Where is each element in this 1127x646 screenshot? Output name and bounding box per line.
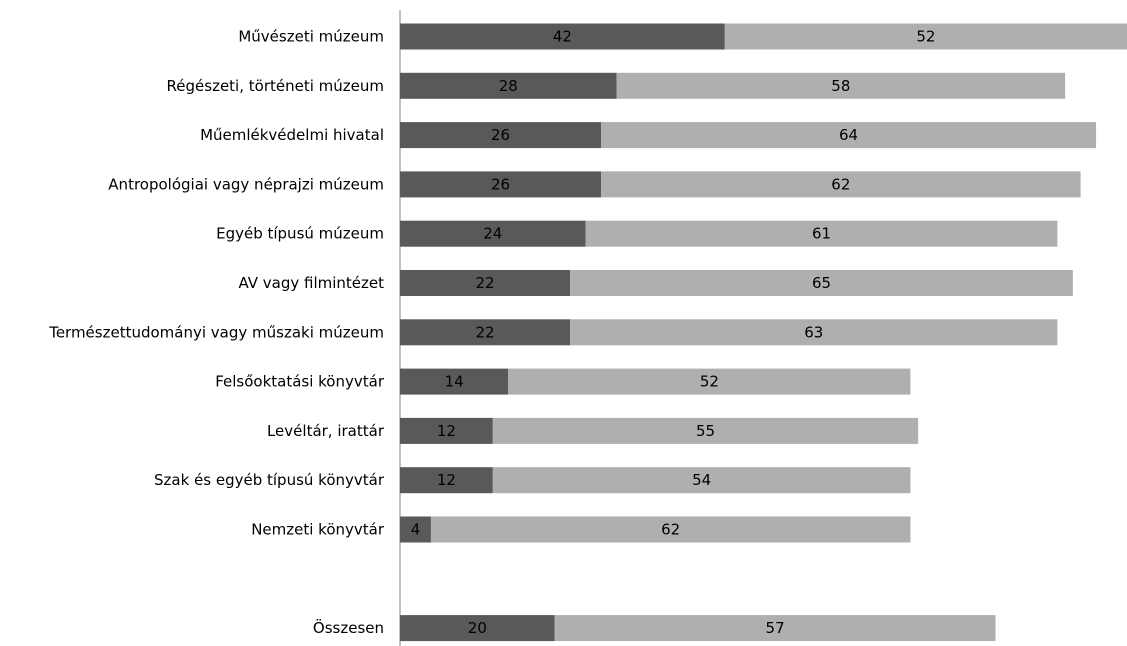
bar-series-1 — [400, 615, 555, 642]
bar-series-1 — [400, 319, 571, 346]
category-label: Nemzeti könyvtár — [251, 521, 385, 539]
category-label: Felsőoktatási könyvtár — [215, 373, 385, 391]
bar-series-1 — [400, 23, 725, 50]
bar-series-2 — [430, 516, 911, 543]
data-label: 65 — [812, 274, 831, 292]
bar-series-1 — [400, 270, 571, 296]
bars — [400, 23, 1127, 642]
bar-series-1 — [400, 516, 431, 543]
data-label: 4 — [411, 521, 421, 539]
category-label: Régészeti, történeti múzeum — [167, 77, 384, 95]
data-label: 62 — [831, 175, 850, 193]
bar-series-2 — [554, 615, 996, 642]
data-label: 42 — [553, 28, 572, 46]
category-label: Műemlékvédelmi hivatal — [200, 126, 384, 144]
category-label: Művészeti múzeum — [238, 28, 384, 46]
data-label: 54 — [692, 471, 711, 489]
data-label: 61 — [812, 225, 831, 243]
bar-series-2 — [570, 319, 1058, 346]
bar-series-2 — [601, 122, 1097, 149]
bar-series-1 — [400, 220, 586, 247]
data-label: 22 — [476, 274, 495, 292]
data-label: 64 — [839, 126, 858, 144]
bar-series-2 — [508, 368, 911, 395]
data-label: 26 — [491, 126, 510, 144]
data-label: 57 — [766, 619, 785, 637]
category-label: Szak és egyéb típusú könyvtár — [154, 471, 385, 489]
bar-series-2 — [570, 270, 1073, 296]
data-label: 26 — [491, 175, 510, 193]
data-label: 63 — [804, 323, 823, 341]
category-label: AV vagy filmintézet — [238, 274, 384, 292]
data-label: 52 — [916, 28, 935, 46]
category-labels: Művészeti múzeum Régészeti, történeti múz… — [48, 28, 385, 638]
data-label: 24 — [483, 225, 502, 243]
bar-series-2 — [724, 23, 1127, 50]
bar-series-2 — [616, 72, 1066, 99]
bar-series-1 — [400, 417, 493, 444]
category-label: Összesen — [313, 618, 384, 637]
bar-series-2 — [585, 220, 1058, 247]
data-label: 12 — [437, 422, 456, 440]
bar-series-2 — [601, 171, 1081, 198]
bar-series-1 — [400, 467, 493, 494]
bar-series-2 — [492, 417, 919, 444]
bar-series-1 — [400, 122, 602, 149]
data-label: 55 — [696, 422, 715, 440]
data-label: 52 — [700, 373, 719, 391]
data-label: 14 — [445, 373, 464, 391]
data-label: 12 — [437, 471, 456, 489]
data-label: 20 — [468, 619, 487, 637]
category-label: Egyéb típusú múzeum — [216, 225, 384, 243]
bar-series-1 — [400, 72, 617, 99]
bar-series-2 — [492, 467, 911, 494]
data-label: 58 — [831, 77, 850, 95]
category-label: Antropológiai vagy néprajzi múzeum — [108, 175, 384, 193]
data-label: 22 — [476, 323, 495, 341]
category-label: Természettudományi vagy műszaki múzeum — [48, 323, 384, 341]
bar-series-1 — [400, 171, 602, 198]
category-label: Levéltár, irattár — [267, 422, 385, 440]
bar-series-1 — [400, 368, 509, 395]
data-label: 28 — [499, 77, 518, 95]
value-labels: 42 52 28 58 26 64 26 62 24 61 22 65 22 63 14 52 12 55 12 54… — [411, 28, 936, 638]
data-label: 62 — [661, 521, 680, 539]
